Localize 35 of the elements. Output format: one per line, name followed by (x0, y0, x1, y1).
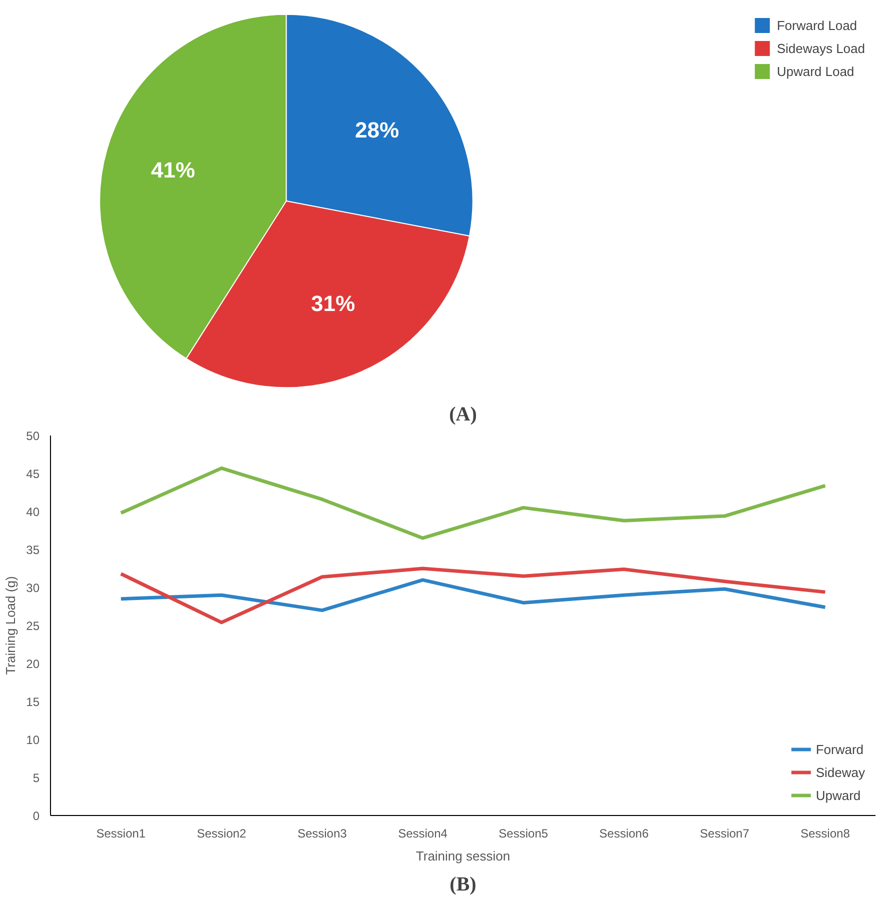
y-axis-title: Training Load (g) (3, 576, 18, 675)
y-tick-label: 50 (26, 429, 40, 443)
y-tick-label: 40 (26, 505, 40, 519)
y-tick-label: 30 (26, 581, 40, 595)
x-axis-title: Training session (416, 848, 510, 864)
data-label: 41% (151, 157, 196, 182)
x-tick-label: Session7 (700, 826, 750, 840)
y-tick-label: 35 (26, 543, 40, 557)
text: (B) (450, 874, 476, 896)
legend-label: Sideway (816, 764, 865, 780)
legend-label: Forward Load (776, 18, 858, 32)
x-tick-label: Session6 (599, 826, 649, 840)
line-series (119, 566, 827, 624)
x-tick-label: Session3 (297, 826, 348, 840)
legend-label: Upward (816, 788, 861, 802)
legend-label: Upward Load (776, 64, 854, 78)
line-series (119, 578, 827, 612)
x-tick-label: Session4 (398, 826, 448, 840)
y-tick-label: 20 (26, 657, 40, 671)
y-tick-label: 15 (26, 695, 40, 709)
data-label: 28% (355, 117, 400, 142)
y-tick-label: 0 (32, 809, 40, 823)
y-tick-label: 5 (32, 771, 40, 785)
x-tick-label: Session1 (96, 826, 146, 840)
data-label: 31% (311, 291, 356, 316)
y-tick-label: 10 (26, 733, 40, 747)
line-series (119, 466, 827, 540)
legend-label: Sideways Load (776, 40, 865, 56)
x-tick-label: Session5 (498, 826, 548, 840)
text: (A) (449, 404, 477, 426)
y-tick-label: 25 (26, 619, 40, 633)
legend-label: Forward (816, 742, 864, 756)
x-tick-label: Session2 (196, 826, 247, 840)
x-tick-label: Session8 (800, 826, 850, 840)
y-tick-label: 45 (26, 467, 40, 481)
